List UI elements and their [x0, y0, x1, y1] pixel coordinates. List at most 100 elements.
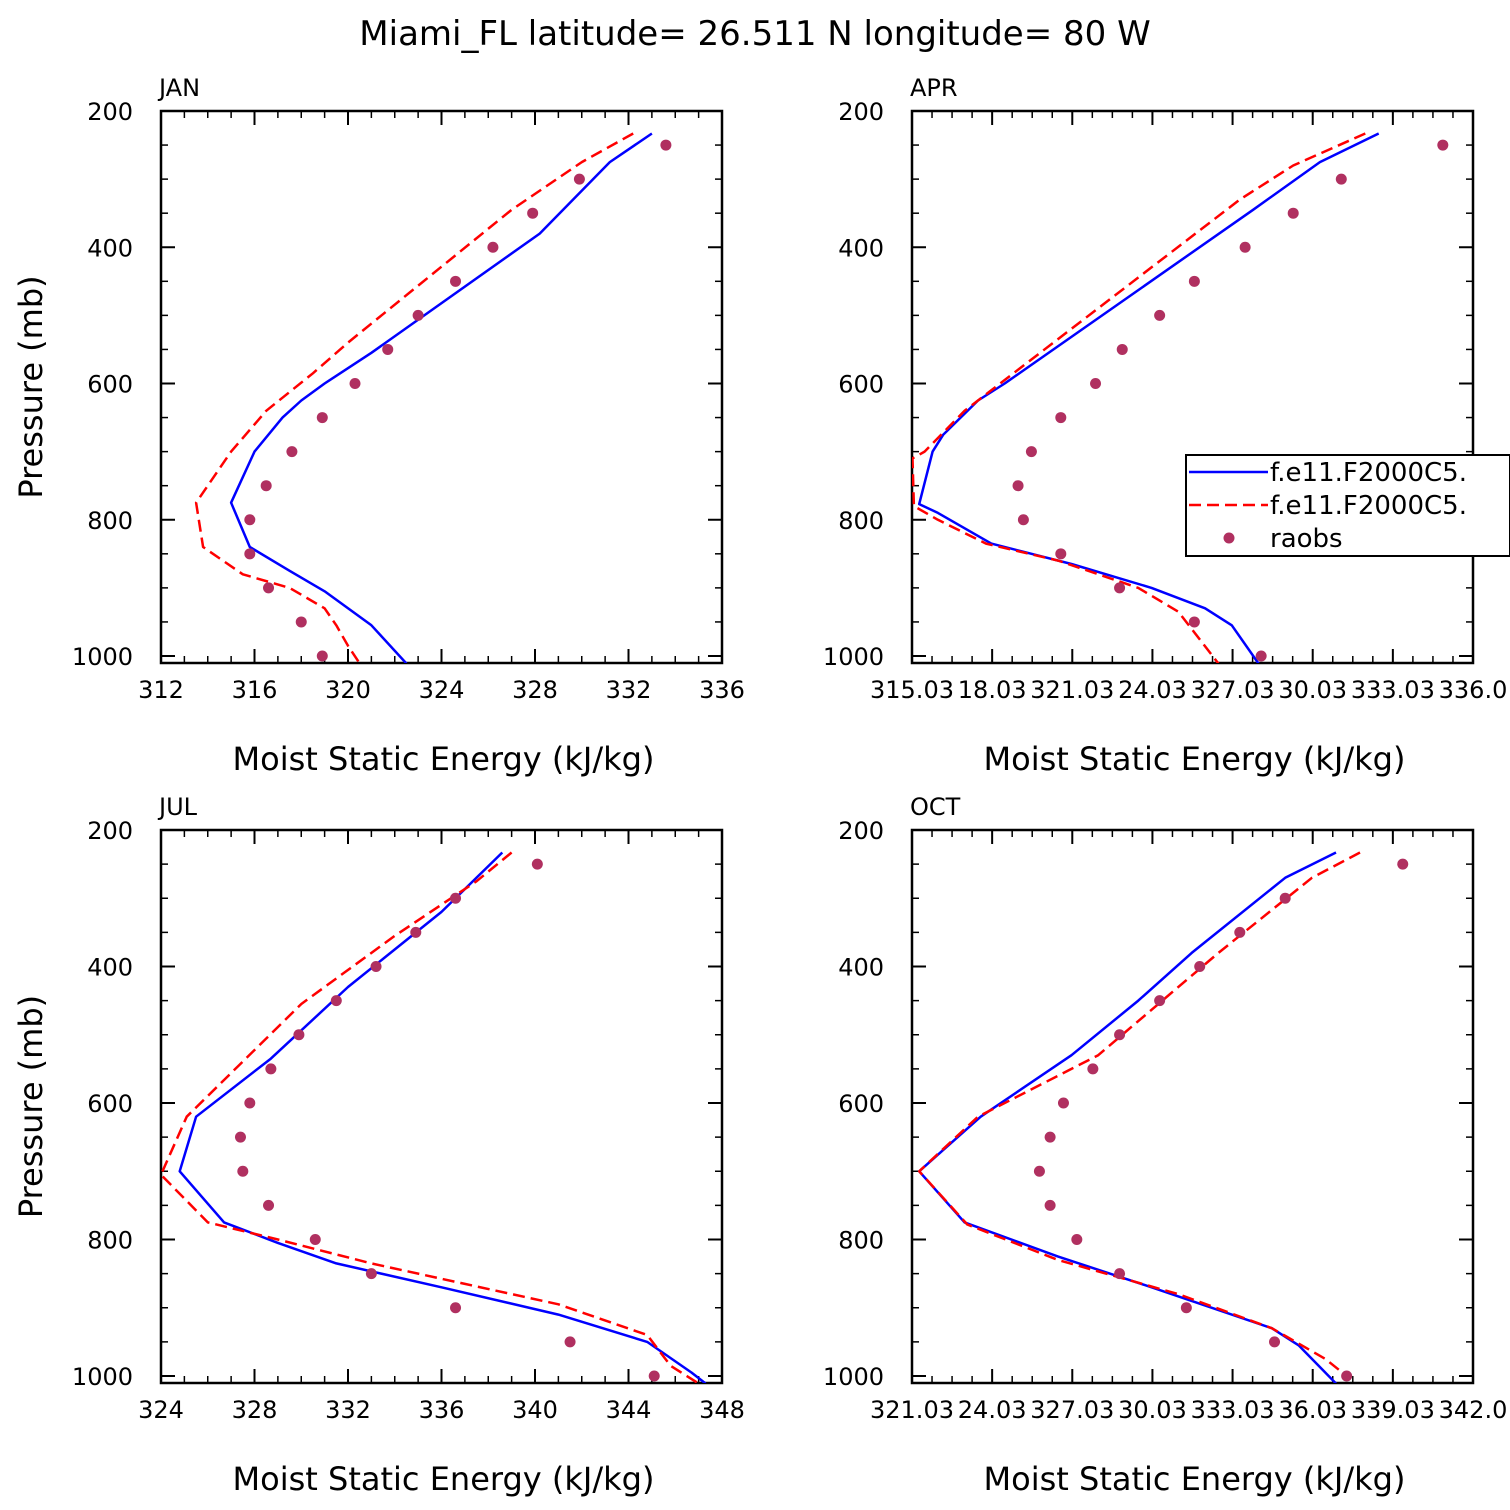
raobs-point [450, 1302, 462, 1314]
y-axis-label: Pressure (mb) [12, 275, 50, 498]
x-tick-label: 327.03 [1191, 676, 1275, 704]
y-tick-label: 600 [87, 371, 133, 399]
solid-model-line [178, 851, 707, 1383]
raobs-point [1044, 1131, 1056, 1143]
y-tick-label: 200 [87, 817, 133, 845]
raobs-point [1090, 378, 1102, 389]
raobs-point [573, 173, 585, 185]
raobs-point [1239, 241, 1251, 253]
raobs-point [263, 1199, 275, 1211]
panel-oct: OCT 321.03 24.03 327.03 30.03 333.03 36.03 339.… [823, 793, 1507, 1498]
raobs-point [1033, 1165, 1045, 1177]
raobs-point [260, 480, 272, 492]
raobs-point [412, 309, 424, 321]
raobs-point [487, 241, 499, 253]
x-tick-label: 36.03 [1278, 1396, 1347, 1424]
plot-frame [159, 109, 724, 665]
raobs-point [1180, 1302, 1192, 1314]
y-tick-label: 600 [87, 1090, 133, 1118]
raobs-point [1194, 961, 1206, 972]
x-tick-label: 24.03 [958, 1396, 1027, 1424]
raobs-point [234, 1131, 246, 1143]
raobs-point [1287, 207, 1299, 219]
panel-title: APR [910, 74, 958, 102]
x-tick-label: 328 [512, 676, 558, 704]
figure-title: Miami_FL latitude= 26.511 N longitude= 8… [359, 14, 1150, 54]
raobs-point [1279, 892, 1291, 904]
series-group [161, 851, 707, 1383]
x-tick-label: 328 [232, 1396, 278, 1424]
x-tick-label: 333.03 [1351, 676, 1435, 704]
raobs-point [564, 1336, 576, 1348]
raobs-point [1154, 309, 1166, 321]
raobs-point [527, 207, 539, 219]
raobs-point [1269, 1336, 1281, 1348]
raobs-point [237, 1165, 249, 1177]
solid-model-line [917, 132, 1380, 663]
x-axis-label: Moist Static Energy (kJ/kg) [984, 1460, 1406, 1498]
raobs-point [1017, 514, 1029, 526]
raobs-point [309, 1234, 321, 1245]
raobs-point [660, 139, 672, 151]
x-tick-label: 336.0 [1439, 676, 1508, 704]
legend-label: raobs [1270, 524, 1343, 554]
raobs-point [244, 514, 256, 526]
y-tick-label: 800 [87, 1227, 133, 1255]
raobs-point [1114, 1029, 1126, 1041]
panel-jul: JUL 324 328 332 336 340 344 348 200 400 600 800 1000… [12, 793, 745, 1498]
raobs-point [265, 1063, 277, 1075]
x-tick-label: 30.03 [1118, 1396, 1187, 1424]
raobs-point [1055, 412, 1067, 424]
raobs-point [382, 343, 394, 355]
y-tick-label: 400 [87, 954, 133, 982]
raobs-point [1234, 926, 1246, 938]
raobs-point [1057, 1097, 1069, 1109]
y-tick-label: 600 [838, 371, 884, 399]
raobs-point [1044, 1199, 1056, 1211]
raobs-point [244, 1097, 256, 1109]
raobs-point [1114, 582, 1126, 594]
x-tick-label: 340 [512, 1396, 558, 1424]
raobs-point [410, 926, 422, 938]
raobs-point [293, 1029, 305, 1041]
raobs-point [244, 548, 256, 560]
series-group [194, 132, 672, 663]
y-tick-label: 800 [838, 507, 884, 535]
legend-marker [1223, 532, 1235, 544]
x-tick-label: 321.03 [1030, 676, 1114, 704]
raobs-point [1012, 480, 1024, 492]
raobs-point [648, 1370, 660, 1382]
dashed-model-line [161, 851, 700, 1383]
plot-frame [910, 109, 1475, 665]
x-tick-label: 312 [138, 676, 184, 704]
raobs-point [1055, 548, 1067, 560]
x-axis-label: Moist Static Energy (kJ/kg) [233, 1460, 655, 1498]
legend-label: f.e11.F2000C5. [1270, 458, 1467, 488]
raobs-point [1116, 343, 1128, 355]
solid-model-line [917, 851, 1337, 1383]
x-tick-label: 315.03 [870, 676, 954, 704]
solid-model-line [229, 132, 653, 663]
x-tick-label: 344 [606, 1396, 652, 1424]
x-axis-label: Moist Static Energy (kJ/kg) [984, 740, 1406, 778]
raobs-point [316, 650, 328, 662]
raobs-point [450, 892, 462, 904]
raobs-point [330, 995, 342, 1007]
x-tick-label: 342.0 [1439, 1396, 1508, 1424]
raobs-point [1437, 139, 1449, 151]
x-tick-label: 18.03 [958, 676, 1027, 704]
y-tick-label: 1000 [823, 643, 884, 671]
panel-title: JUL [157, 793, 198, 821]
y-axis-label: Pressure (mb) [12, 995, 50, 1218]
raobs-point [349, 378, 361, 389]
x-tick-label: 348 [699, 1396, 745, 1424]
raobs-point [1335, 173, 1347, 185]
y-tick-label: 400 [87, 234, 133, 262]
dashed-model-line [917, 851, 1361, 1377]
y-tick-label: 800 [87, 507, 133, 535]
x-tick-label: 320 [325, 676, 371, 704]
dashed-model-line [912, 132, 1366, 663]
x-tick-label: 336 [699, 676, 745, 704]
raobs-point [286, 446, 298, 458]
